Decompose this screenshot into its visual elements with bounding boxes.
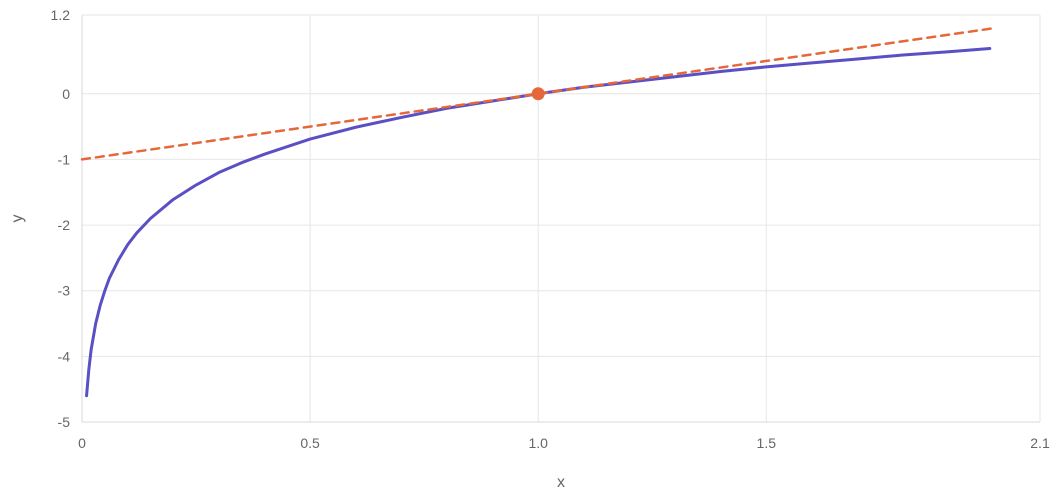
y-tick-label: -5	[58, 414, 71, 430]
x-tick-label: 0.5	[300, 435, 320, 451]
y-tick-label: 0	[62, 86, 70, 102]
tangent-point-marker	[531, 87, 545, 101]
x-tick-label: 1.5	[757, 435, 777, 451]
y-tick-label: -1	[58, 151, 71, 167]
x-tick-label: 2.1	[1030, 435, 1050, 451]
y-axis-title: y	[9, 215, 26, 223]
x-tick-label: 0	[78, 435, 86, 451]
x-axis-title: x	[557, 474, 565, 491]
y-tick-label: -2	[58, 217, 71, 233]
curve-line	[85, 46, 992, 398]
grid	[81, 14, 1041, 423]
x-tick-label: 1.0	[528, 435, 548, 451]
marker-layer	[531, 87, 545, 101]
y-tick-label: -4	[58, 348, 71, 364]
y-tick-label: 1.2	[51, 7, 71, 23]
y-tick-label: -3	[58, 283, 71, 299]
tick-labels: 0 0.5 1.0 1.5 2.1 -5 -4 -3 -2 -1 0 1.2	[51, 7, 1050, 451]
